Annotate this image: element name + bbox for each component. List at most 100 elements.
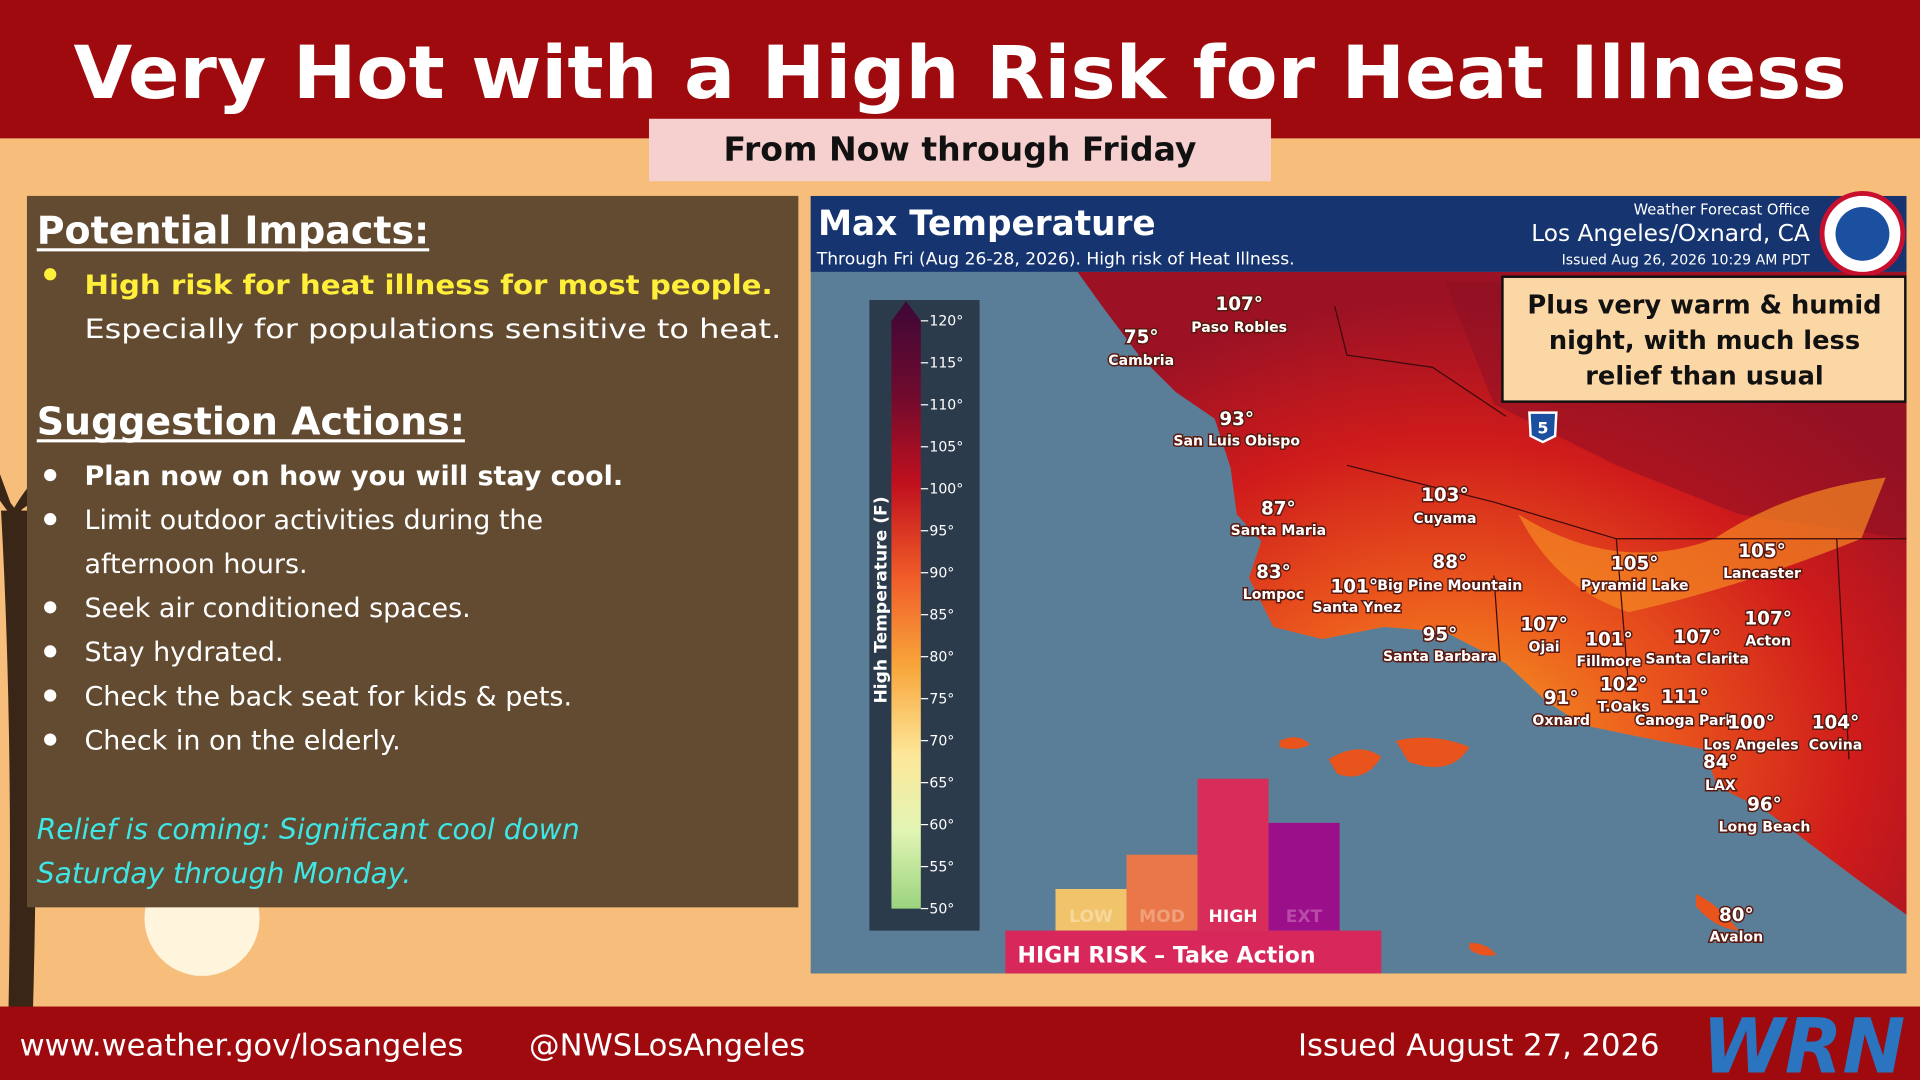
legend-tick-label: 60°	[929, 818, 954, 834]
city-name: Canoga Park	[1635, 713, 1735, 729]
bullet	[44, 268, 57, 281]
action-item: Limit outdoor activities during the	[84, 505, 543, 536]
county-lines	[1334, 305, 1907, 760]
footer-band	[0, 1006, 1920, 1080]
city-name: Pyramid Lake	[1581, 578, 1689, 594]
relief-note: Relief is coming: Significant cool down	[37, 813, 580, 846]
relief-note: Saturday through Monday.	[37, 857, 411, 890]
city-name: Santa Barbara	[1383, 649, 1497, 665]
callout-box	[1501, 275, 1907, 403]
office-name: Weather Forecast Office	[1634, 201, 1810, 218]
city-name: Acton	[1745, 633, 1791, 649]
city-name: Santa Maria	[1231, 523, 1327, 539]
risk-level-bar	[1126, 854, 1198, 931]
bullet	[44, 645, 57, 658]
legend-tick-label: 120°	[929, 314, 963, 330]
office-location: Los Angeles/Oxnard, CA	[1531, 220, 1810, 247]
city-temp: 103°	[1421, 485, 1469, 506]
map-header	[810, 195, 1907, 272]
city-temp: 107°	[1215, 294, 1263, 315]
interstate-number: 5	[1537, 418, 1548, 437]
info-text: Potential Impacts: High risk for heat ill…	[36, 209, 781, 890]
city-temp: 107°	[1673, 627, 1721, 648]
legend-tick-label: 85°	[929, 608, 954, 624]
city-name: Avalon	[1710, 930, 1764, 946]
map-issued: Issued Aug 26, 2026 10:29 AM PDT	[1562, 252, 1811, 268]
subtitle-box	[648, 118, 1272, 182]
risk-banner	[1005, 930, 1382, 974]
bullet	[44, 601, 57, 614]
city-temp: 88°	[1432, 552, 1467, 573]
city-name: LAX	[1705, 778, 1736, 794]
risk-level-label: EXT	[1286, 907, 1323, 927]
city-temp: 101°	[1585, 629, 1633, 650]
city-name: Cuyama	[1413, 511, 1476, 527]
section-heading: Suggestion Actions:	[37, 400, 465, 444]
legend-tick-label: 110°	[929, 398, 963, 414]
city-temp: 107°	[1744, 608, 1792, 629]
city-name: Big Pine Mountain	[1377, 578, 1522, 594]
map-title: Max Temperature	[818, 204, 1156, 244]
legend-tick-label: 75°	[929, 692, 954, 708]
action-item: Stay hydrated.	[84, 637, 283, 668]
city-temp: 93°	[1219, 409, 1254, 430]
risk-level-bar	[1055, 888, 1127, 931]
action-item: Check in on the elderly.	[84, 725, 400, 756]
risk-banner-text: HIGH RISK – Take Action	[1018, 943, 1316, 968]
legend-color-bar	[891, 301, 921, 909]
impact-detail: Especially for populations sensitive to …	[84, 314, 781, 345]
city-temp: 104°	[1812, 713, 1860, 734]
city-name: San Luis Obispo	[1173, 434, 1300, 450]
city-name: Covina	[1809, 737, 1863, 753]
city-temp: 101°	[1331, 577, 1379, 598]
bullet	[44, 468, 57, 482]
city-temp: 100°	[1727, 713, 1775, 734]
city-temp: 84°	[1703, 752, 1738, 773]
legend-tick-label: 100°	[929, 482, 963, 498]
city-temp: 107°	[1520, 615, 1568, 636]
legend-ticks: 120° 115° 110° 105° 100° 95° 90° 85° 80° 75° 70° 65…	[920, 314, 963, 917]
map-subtitle: Through Fri (Aug 26-28, 2026). High risk…	[816, 249, 1295, 269]
city-name: Santa Ynez	[1312, 600, 1401, 616]
bullet	[44, 513, 57, 526]
subtitle: From Now through Friday	[724, 129, 1197, 168]
city-temp: 91°	[1544, 688, 1579, 709]
legend-tick-label: 65°	[929, 776, 954, 792]
city-temp: 83°	[1256, 562, 1291, 583]
city-temp: 75°	[1124, 327, 1159, 348]
city-name: Lompoc	[1243, 587, 1304, 603]
risk-chart: LOW MOD HIGH EXT HIGH RISK – Take Action	[1005, 778, 1382, 974]
impact-lead: High risk for heat illness for most peop…	[84, 270, 772, 301]
city-temp: 87°	[1261, 498, 1296, 519]
interstate-shield	[1528, 411, 1558, 444]
action-item: Check the back seat for kids & pets.	[84, 681, 572, 712]
footer-issued: Issued August 27, 2026	[1298, 1029, 1659, 1064]
city-temp: 111°	[1661, 687, 1709, 708]
valley-heat	[1518, 477, 1886, 613]
city-temp: 105°	[1611, 553, 1659, 574]
city-name: Fillmore	[1577, 654, 1642, 670]
callout-line: Plus very warm & humid	[1527, 290, 1881, 320]
city-name: Long Beach	[1719, 819, 1811, 835]
city-temp: 95°	[1423, 624, 1458, 645]
legend-tick-label: 95°	[929, 524, 954, 540]
website: www.weather.gov/losangeles	[20, 1029, 464, 1064]
legend-tick-label: 50°	[929, 901, 954, 917]
header-band	[0, 0, 1920, 139]
legend-tick-label: 80°	[929, 650, 954, 666]
title: Very Hot with a High Risk for Heat Illne…	[73, 31, 1846, 116]
city-name: Ojai	[1529, 639, 1560, 655]
city-temp: 105°	[1738, 541, 1786, 562]
legend-tick-label: 105°	[929, 440, 963, 456]
nws-logo-inner	[1835, 206, 1890, 261]
city-temp: 80°	[1719, 905, 1754, 926]
city-name: Cambria	[1108, 353, 1174, 369]
risk-level-label: MOD	[1139, 907, 1185, 927]
city-name: Santa Clarita	[1645, 652, 1748, 668]
legend-tick-label: 115°	[929, 356, 963, 372]
city-name: T.Oaks	[1598, 699, 1650, 715]
legend-tick-label: 55°	[929, 859, 954, 875]
action-item: afternoon hours.	[84, 549, 307, 580]
